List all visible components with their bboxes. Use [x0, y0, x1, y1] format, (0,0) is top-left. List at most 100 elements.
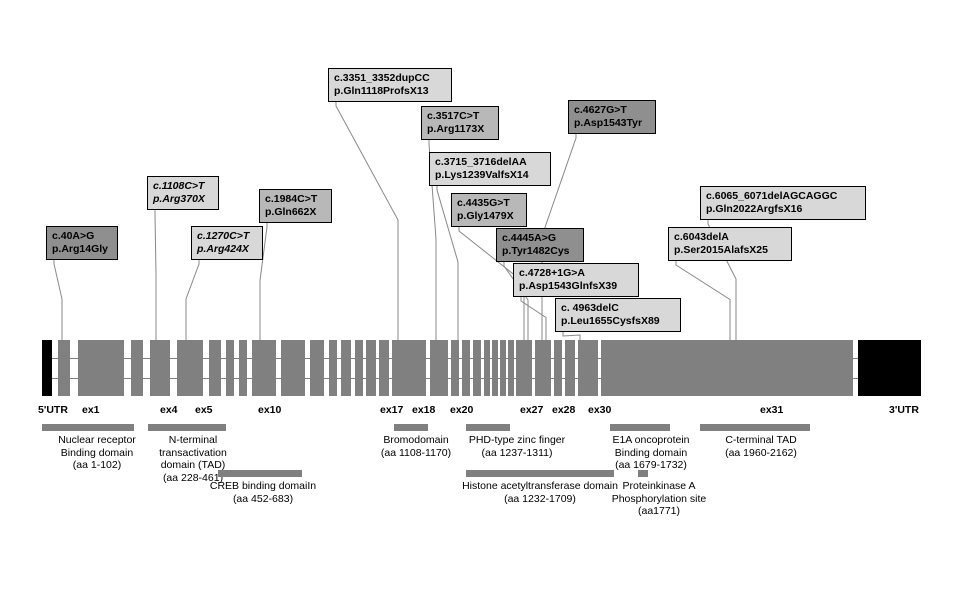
variant-protein: p.Tyr1482Cys: [502, 245, 578, 258]
variant-box: c. 4963delCp.Leu1655CysfsX89: [555, 298, 681, 332]
variant-box: c.1270C>Tp.Arg424X: [191, 226, 263, 260]
variant-protein: p.Gly1479X: [457, 210, 521, 223]
exon-25: [508, 340, 514, 396]
variant-protein: p.Leu1655CysfsX89: [561, 315, 675, 328]
variant-box: c.6043delAp.Ser2015AlafsX25: [668, 227, 792, 261]
domain-bar: [218, 470, 302, 477]
variant-cdna: c.3715_3716delAA: [435, 156, 527, 168]
exon-label: ex18: [412, 404, 435, 416]
domain-site: [638, 470, 648, 477]
domain-label: Nuclear receptorBinding domain(aa 1-102): [42, 434, 152, 472]
exon-13: [341, 340, 351, 396]
exon-label: ex10: [258, 404, 281, 416]
exon-label: 5'UTR: [38, 404, 68, 416]
exon-label: ex30: [588, 404, 611, 416]
domain-bar: [466, 424, 510, 431]
utr-3prime: [858, 340, 921, 396]
utr-5prime: [42, 340, 52, 396]
exon-27: [535, 340, 551, 396]
exon-5: [177, 340, 203, 396]
exon-3: [131, 340, 143, 396]
domain-label: CREB binding domaiIn(aa 452-683): [188, 480, 338, 505]
variant-cdna: c.40A>G: [52, 230, 94, 242]
exon-label: ex31: [760, 404, 783, 416]
exon-label: ex4: [160, 404, 178, 416]
domain-label: Bromodomain(aa 1108-1170): [366, 434, 466, 459]
variant-cdna: c. 4963delC: [561, 302, 619, 314]
exon-21: [473, 340, 481, 396]
variant-protein: p.Ser2015AlafsX25: [674, 244, 786, 257]
variant-box: c.4728+1G>Ap.Asp1543GlnfsX39: [513, 263, 639, 297]
exon-19: [451, 340, 459, 396]
variant-cdna: c.3351_3352dupCC: [334, 72, 430, 84]
exon-label: ex27: [520, 404, 543, 416]
variant-protein: p.Gln662X: [265, 206, 326, 219]
domain-label: E1A oncoproteinBinding domain(aa 1679-17…: [596, 434, 706, 472]
variant-cdna: c.4435G>T: [457, 197, 510, 209]
exon-10: [281, 340, 305, 396]
variant-cdna: c.6043delA: [674, 231, 729, 243]
variant-box: c.4435G>Tp.Gly1479X: [451, 193, 527, 227]
exon-17: [392, 340, 426, 396]
domain-label: PHD-type zinc finger(aa 1237-1311): [452, 434, 582, 459]
exon-label: ex28: [552, 404, 575, 416]
exon-15: [366, 340, 376, 396]
variant-box: c.4627G>Tp.Asp1543Tyr: [568, 100, 656, 134]
variant-protein: p.Lys1239ValfsX14: [435, 169, 545, 182]
exon-16: [379, 340, 389, 396]
domain-bar: [466, 470, 614, 477]
exon-23: [492, 340, 498, 396]
domain-bar: [148, 424, 226, 431]
exon-label: ex20: [450, 404, 473, 416]
leader-lines: [0, 0, 963, 604]
exon-1: [58, 340, 70, 396]
variant-protein: p.Asp1543GlnfsX39: [519, 280, 633, 293]
variant-box: c.3715_3716delAAp.Lys1239ValfsX14: [429, 152, 551, 186]
domain-label: Proteinkinase APhosphorylation site(aa17…: [594, 480, 724, 518]
exon-9: [252, 340, 276, 396]
variant-box: c.3351_3352dupCCp.Gln1118ProfsX13: [328, 68, 452, 102]
variant-box: c.40A>Gp.Arg14Gly: [46, 226, 118, 260]
exon-6: [209, 340, 221, 396]
variant-protein: p.Arg370X: [153, 193, 213, 206]
variant-protein: p.Arg1173X: [427, 123, 493, 136]
variant-protein: p.Arg14Gly: [52, 243, 112, 256]
exon-8: [239, 340, 247, 396]
variant-cdna: c.1108C>T: [153, 180, 204, 192]
variant-cdna: c.3517C>T: [427, 110, 479, 122]
exon-label: 3'UTR: [889, 404, 919, 416]
variant-cdna: c.4627G>T: [574, 104, 627, 116]
exon-label: ex1: [82, 404, 100, 416]
exon-29: [565, 340, 575, 396]
domain-bar: [394, 424, 428, 431]
variant-cdna: c.6065_6071delAGCAGGC: [706, 190, 837, 202]
variant-box: c.3517C>Tp.Arg1173X: [421, 106, 499, 140]
exon-label: ex17: [380, 404, 403, 416]
gene-diagram: 5'UTR ex1 ex4 ex5 ex10 ex17 ex18 ex20 ex27 ex28 ex…: [0, 0, 963, 604]
exon-label: ex5: [195, 404, 213, 416]
exon-14: [355, 340, 363, 396]
domain-label: C-terminal TAD(aa 1960-2162): [706, 434, 816, 459]
variant-protein: p.Gln1118ProfsX13: [334, 85, 446, 98]
exon-4: [150, 340, 170, 396]
variant-cdna: c.1270C>T: [197, 230, 249, 242]
exon-20: [462, 340, 470, 396]
domain-bar: [42, 424, 134, 431]
exon-18: [430, 340, 448, 396]
variant-protein: p.Arg424X: [197, 243, 257, 256]
domain-bar: [700, 424, 810, 431]
variant-cdna: c.4728+1G>A: [519, 267, 585, 279]
variant-box: c.1108C>Tp.Arg370X: [147, 176, 219, 210]
exon-31: [601, 340, 853, 396]
variant-box: c.4445A>Gp.Tyr1482Cys: [496, 228, 584, 262]
exon-2: [78, 340, 124, 396]
variant-cdna: c.1984C>T: [265, 193, 317, 205]
variant-protein: p.Asp1543Tyr: [574, 117, 650, 130]
variant-cdna: c.4445A>G: [502, 232, 556, 244]
exon-30: [578, 340, 598, 396]
exon-26: [516, 340, 532, 396]
exon-11: [310, 340, 324, 396]
variant-box: c.1984C>Tp.Gln662X: [259, 189, 332, 223]
exon-28: [554, 340, 562, 396]
exon-24: [500, 340, 506, 396]
